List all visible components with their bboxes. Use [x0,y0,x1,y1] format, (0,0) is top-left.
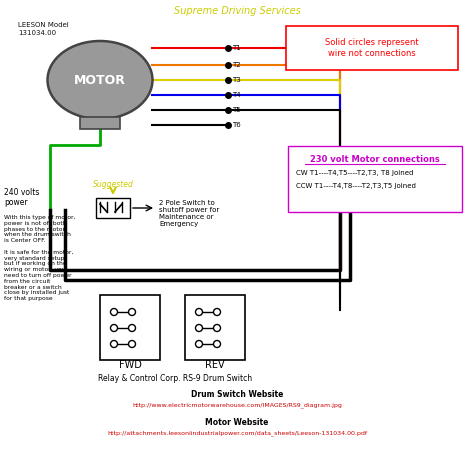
Circle shape [110,340,118,347]
Text: REV: REV [205,360,225,370]
Circle shape [213,309,220,316]
Bar [100,295,160,360]
Text: T5: T5 [232,107,241,113]
Ellipse shape [47,41,153,119]
Circle shape [128,309,136,316]
Text: T1: T1 [232,45,241,51]
Text: 2 Pole Switch to
shutoff power for
Maintenance or
Emergency: 2 Pole Switch to shutoff power for Maint… [159,200,219,227]
Text: FWD: FWD [118,360,141,370]
Circle shape [128,325,136,331]
Circle shape [213,340,220,347]
Circle shape [195,325,202,331]
Text: Supreme Driving Services: Supreme Driving Services [173,6,301,16]
Text: T3: T3 [232,77,241,83]
Text: 240 volts
power: 240 volts power [4,188,39,208]
Circle shape [195,340,202,347]
Circle shape [195,309,202,316]
Text: CCW T1----T4,T8----T2,T3,T5 Joined: CCW T1----T4,T8----T2,T3,T5 Joined [296,183,416,189]
FancyBboxPatch shape [288,146,462,212]
Text: 230 volt Motor connections: 230 volt Motor connections [310,155,440,164]
Text: Relay & Control Corp. RS-9 Drum Switch: Relay & Control Corp. RS-9 Drum Switch [98,374,252,383]
Text: Solid circles represent
wire not connections: Solid circles represent wire not connect… [325,38,419,58]
Text: Suggested: Suggested [92,180,134,189]
FancyBboxPatch shape [286,26,458,70]
Text: 131034.00: 131034.00 [18,30,56,36]
Bar [80,117,120,129]
Circle shape [110,325,118,331]
Bar [185,295,245,360]
Text: http://attachments.leesoniindustrialpower.com/data_sheets/Leeson-131034.00.pdf: http://attachments.leesoniindustrialpowe… [107,430,367,436]
Text: T6: T6 [232,122,241,128]
Text: T4: T4 [232,92,241,98]
Text: CW T1----T4,T5----T2,T3, T8 Joined: CW T1----T4,T5----T2,T3, T8 Joined [296,170,413,176]
Text: LEESON Model: LEESON Model [18,22,69,28]
Bar [96,198,130,218]
Text: T2: T2 [232,62,241,68]
Text: Drum Switch Website: Drum Switch Website [191,390,283,399]
Text: http://www.electricmotorwarehouse.com/IMAGES/RS9_diagram.jpg: http://www.electricmotorwarehouse.com/IM… [132,402,342,408]
Text: With this type of motor,
power is not off both
phases to the motor
when the drum: With this type of motor, power is not of… [4,215,75,301]
Text: MOTOR: MOTOR [74,73,126,86]
Text: Motor Website: Motor Website [205,418,269,427]
Circle shape [213,325,220,331]
Circle shape [128,340,136,347]
Circle shape [110,309,118,316]
